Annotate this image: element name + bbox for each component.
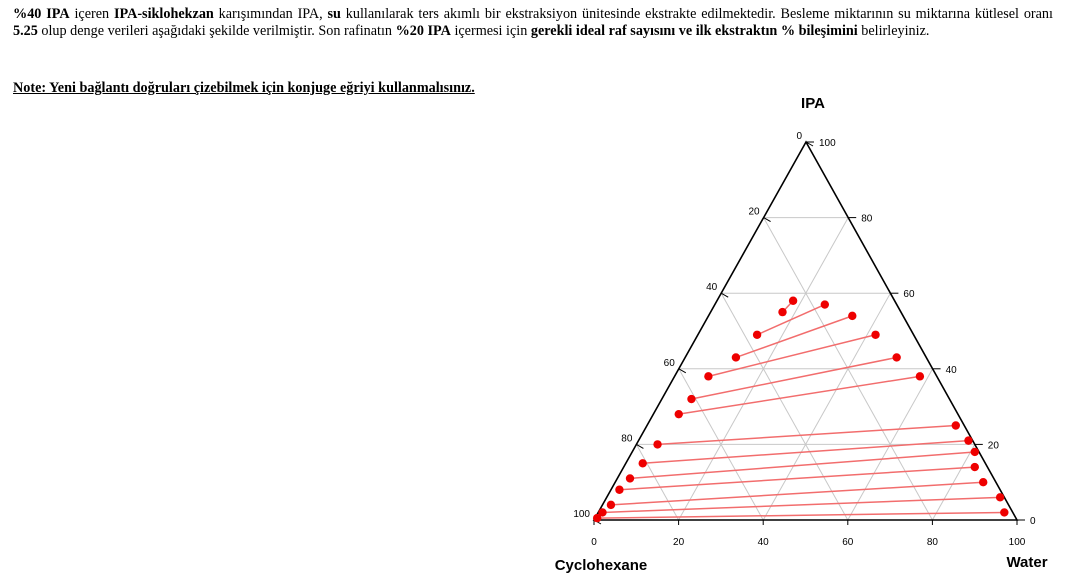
raffinate-point [687, 394, 696, 404]
extract-point [1000, 508, 1009, 517]
bottom-tick-label: 0 [591, 537, 597, 548]
raffinate-point [592, 513, 602, 523]
tie-line [657, 424, 956, 446]
extract-point [788, 296, 798, 305]
grid-line [678, 368, 764, 521]
left-tick [636, 443, 644, 449]
tie-line [756, 303, 826, 336]
feed-solvent-ratio: 5.25 [13, 22, 38, 39]
tick-marks [593, 141, 1025, 525]
extract-point [892, 353, 901, 362]
bottom-tick-label: 60 [842, 537, 854, 548]
extract-point [951, 421, 960, 430]
extract-point [970, 447, 979, 457]
mixture-name: IPA-siklohekzan [113, 6, 214, 22]
triangle-outline [592, 140, 1019, 521]
raffinate-point [674, 409, 683, 419]
right-tick-label: 100 [819, 138, 836, 149]
tie-line [691, 356, 897, 400]
tie-line [597, 511, 1005, 519]
left-tick-label: 40 [706, 282, 718, 293]
right-tick-label: 0 [1030, 516, 1036, 527]
tie-line [708, 334, 876, 378]
bottom-tick-label: 40 [758, 537, 770, 548]
solvent-name: su [327, 6, 341, 22]
grid-line [762, 292, 891, 521]
vertex-label-ipa: IPA [801, 95, 825, 112]
note-text: Note: Yeni bağlantı doğruları çizebilmek… [13, 80, 475, 96]
tie-lines [597, 300, 1005, 519]
extract-point [915, 372, 925, 381]
extract-point [964, 436, 973, 445]
raffinate-point [615, 485, 624, 494]
tie-line [678, 375, 921, 415]
tie-line [602, 496, 1001, 514]
triangle-axes [592, 140, 1019, 521]
vertex-label-cyclohexane: Cyclohexane [555, 557, 648, 574]
grid-line [635, 444, 680, 521]
raffinate-point [704, 372, 713, 381]
problem-statement: %40 IPA içeren IPA-siklohekzan karışımın… [13, 6, 1053, 39]
left-tick [678, 368, 687, 374]
tie-line [619, 466, 975, 491]
extract-point [995, 493, 1005, 502]
bottom-tick-label: 100 [1009, 537, 1026, 548]
tie-line [610, 481, 984, 506]
left-tick [763, 217, 771, 223]
grid-line [720, 292, 849, 521]
grid-line [931, 444, 976, 521]
grid-line [847, 368, 934, 521]
grid-lines [635, 217, 976, 521]
bottom-tick-label: 80 [927, 537, 939, 548]
raffinate-point [731, 353, 741, 362]
raffinate-point [778, 307, 787, 317]
right-tick-label: 60 [903, 289, 915, 300]
tie-line [735, 315, 853, 359]
left-tick-label: 80 [621, 433, 633, 444]
left-tick-label: 0 [796, 131, 802, 142]
extract-point [871, 330, 880, 339]
raffinate-point [752, 330, 762, 339]
axis-labels: 0 20 40 60 80 100 100 80 60 40 20 0 0 20 40 60 80 100 IPA C… [555, 95, 1048, 574]
raffinate-point [653, 440, 662, 449]
raffinate-point [638, 459, 647, 468]
right-tick-label: 40 [946, 365, 958, 376]
bottom-tick-label: 20 [673, 537, 685, 548]
left-tick [720, 292, 729, 298]
right-tick-label: 80 [861, 214, 873, 225]
question-target: gerekli ideal raf sayısını ve ilk ekstra… [530, 22, 858, 39]
extract-point [970, 462, 979, 472]
left-tick [805, 141, 814, 147]
tie-line [642, 439, 969, 465]
left-tick-label: 60 [664, 358, 676, 369]
right-tick-label: 20 [988, 440, 1000, 451]
raffinate-point [625, 474, 635, 483]
raffinate-point [598, 508, 607, 517]
feed-composition: %40 IPA [13, 6, 70, 22]
raffinate-point [606, 500, 616, 510]
extract-point [820, 300, 830, 309]
extract-point [848, 311, 857, 321]
raffinate-target: %20 IPA [395, 22, 451, 39]
vertex-label-water: Water [1006, 554, 1047, 571]
extract-point [979, 478, 988, 487]
tie-line [629, 451, 975, 480]
equilibrium-points [592, 296, 1009, 523]
left-tick-label: 20 [748, 207, 760, 218]
left-tick-label: 100 [573, 509, 590, 520]
